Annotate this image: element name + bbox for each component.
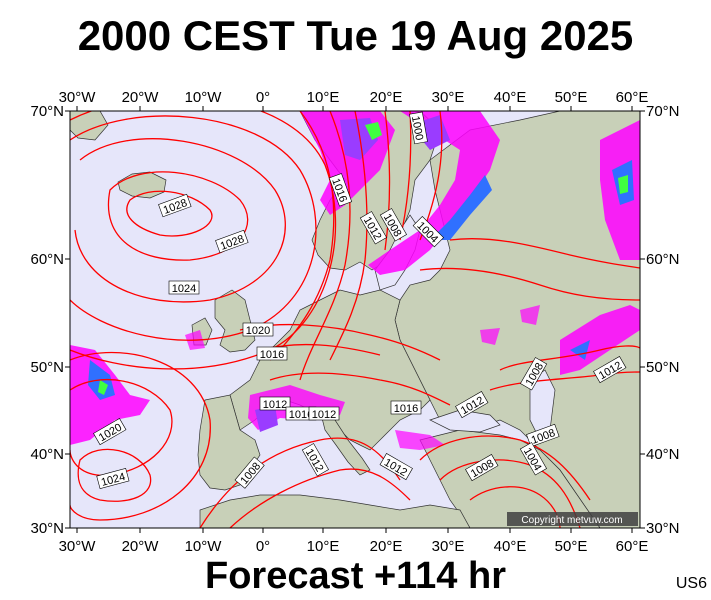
lon-label-bottom: 30°W (59, 538, 97, 555)
region-code: US6 (675, 575, 707, 592)
isobar-label: 1016 (285, 406, 317, 421)
isobars (70, 111, 640, 528)
forecast-label: Forecast +114 hr (204, 555, 506, 597)
lon-label-top: 0° (256, 89, 270, 106)
lat-axis-right: 70°N 60°N 50°N 40°N 30°N (640, 103, 680, 537)
svg-text:1000: 1000 (409, 115, 425, 141)
copyright-text: Copyright metvuw.com (521, 515, 622, 526)
lon-axis-bottom: 30°W 20°W 10°W 0° 10°E 20°E 30°E 40°E 50°E 60°E (59, 528, 649, 555)
svg-text:1024: 1024 (172, 283, 196, 295)
lon-label-top: 50°E (555, 89, 588, 106)
lon-label-bottom: 60°E (616, 538, 649, 555)
svg-text:1016: 1016 (394, 403, 418, 415)
isobar-label: 1000 (409, 111, 428, 145)
lon-label-bottom: 0° (256, 538, 270, 555)
lon-label-bottom: 10°E (307, 538, 340, 555)
isobar-label: 1016 (256, 346, 288, 361)
svg-text:1016: 1016 (289, 409, 313, 421)
lon-axis-top: 30°W 20°W 10°W 0° 10°E 20°E 30°E 40°E 50°E 60°E (59, 89, 649, 111)
copyright-box (507, 512, 638, 526)
lat-label-left: 30°N (30, 520, 64, 537)
lon-label-bottom: 40°E (494, 538, 527, 555)
lat-label-left: 50°N (30, 359, 64, 376)
lon-label-bottom: 20°W (122, 538, 160, 555)
svg-text:1020: 1020 (246, 325, 270, 337)
lon-label-bottom: 10°W (185, 538, 223, 555)
lat-axis-left: 70°N 60°N 50°N 40°N 30°N (30, 103, 70, 537)
isobar-label: 1012 (259, 396, 291, 411)
lon-label-top: 10°E (307, 89, 340, 106)
map-frame (69, 110, 641, 529)
lat-label-right: 60°N (646, 251, 680, 268)
lat-label-left: 70°N (30, 103, 64, 120)
lat-label-right: 40°N (646, 446, 680, 463)
lon-label-top: 10°W (185, 89, 223, 106)
lat-label-left: 40°N (30, 446, 64, 463)
isobar-label: 1012 (308, 406, 340, 421)
lon-label-bottom: 30°E (432, 538, 465, 555)
lat-label-right: 30°N (646, 520, 680, 537)
isobar-label: 1024 (168, 280, 200, 295)
svg-text:1016: 1016 (260, 349, 284, 361)
map-title: 2000 CEST Tue 19 Aug 2025 (77, 12, 634, 59)
isobar-label: 1016 (390, 400, 422, 415)
lon-label-top: 20°E (370, 89, 403, 106)
isobar-label: 1020 (242, 322, 274, 337)
lat-label-right: 70°N (646, 103, 680, 120)
svg-text:1012: 1012 (312, 409, 336, 421)
svg-text:1012: 1012 (263, 399, 287, 411)
lon-label-top: 60°E (616, 89, 649, 106)
lon-label-top: 40°E (494, 89, 527, 106)
lon-label-bottom: 50°E (555, 538, 588, 555)
lon-label-top: 30°E (432, 89, 465, 106)
lon-label-top: 20°W (122, 89, 160, 106)
lon-label-top: 30°W (59, 89, 97, 106)
lon-label-bottom: 20°E (370, 538, 403, 555)
lat-label-right: 50°N (646, 359, 680, 376)
lat-label-left: 60°N (30, 251, 64, 268)
